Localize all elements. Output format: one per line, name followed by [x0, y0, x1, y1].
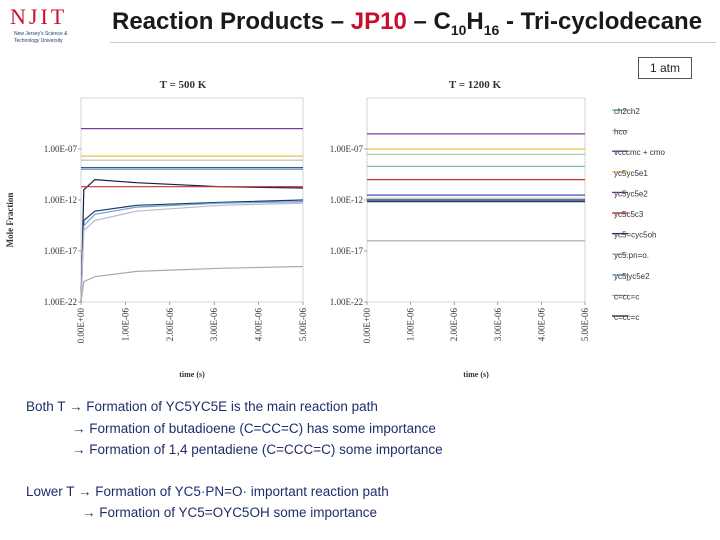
logo-tagline-2: Technology University [14, 38, 63, 44]
x-tick-label: 5.00E-06 [580, 308, 590, 342]
panel-title: T = 1200 K [449, 79, 502, 91]
y-axis-label: Mole Fraction [5, 193, 15, 248]
chart-figure: Mole Fraction T = 500 K 1.00E-22 1.00E-17 1.… [5, 79, 665, 379]
y-tick-label: 1.00E-22 [330, 297, 363, 307]
legend-label: c=cc=c [614, 292, 639, 301]
note-both-t: Both T [26, 399, 70, 414]
note-text: Formation of YC5=OYC5OH some importance [95, 505, 377, 520]
title-sub-hydrogen: 16 [483, 21, 500, 38]
series-line-hco [80, 202, 304, 303]
note-text: Formation of butadioene (C=CC=C) has som… [85, 420, 436, 436]
page-title: Reaction Products – JP10 – C10H16 - Tri-… [112, 8, 702, 38]
title-suffix: - Tri-cyclodecane [499, 8, 703, 35]
legend-label: yc5c5c3 [614, 210, 644, 219]
note-line-5: → Formation of YC5=OYC5OH some importanc… [26, 502, 646, 524]
note-line-2: → Formation of butadioene (C=CC=C) has s… [26, 418, 646, 440]
series-line-yc5cyc5oh [80, 199, 304, 303]
arrow-icon: → [72, 442, 86, 457]
title-fuel: JP10 [350, 8, 407, 35]
note-line-1: Both T → Formation of YC5YC5E is the mai… [26, 396, 646, 418]
note-text: Formation of 1,4 pentadiene (C=CCC=C) so… [85, 442, 443, 457]
legend-label: yc5yc5e2 [614, 189, 648, 198]
title-h: H [466, 8, 484, 35]
note-text: Formation of YC5·PN=O· important reactio… [91, 483, 389, 499]
x-tick-label: 1.00E-06 [406, 308, 416, 342]
note-line-4: Lower T → Formation of YC5·PN=O· importa… [26, 481, 646, 503]
note-lower-t: Lower T [26, 483, 79, 499]
y-tick-label: 1.00E-22 [44, 297, 77, 307]
arrow-icon: → [78, 483, 92, 499]
legend-label: vcccmc + cmo [614, 148, 665, 157]
pressure-label: 1 atm [638, 57, 692, 79]
legend-label: c=cc=c [614, 313, 639, 322]
legend-label: yc5jyc5e2 [614, 272, 650, 281]
series-line-cceec [80, 265, 304, 303]
legend-label: yc5.pn=o. [614, 251, 649, 260]
panel-title: T = 500 K [160, 79, 207, 91]
x-tick-label: 4.00E-06 [254, 308, 264, 342]
series-line-ccc [80, 178, 304, 303]
legend-label: ch2ch2 [614, 107, 640, 116]
arrow-icon: → [69, 399, 83, 414]
njit-logo: NJIT New Jersey's Science & Technology U… [4, 4, 100, 48]
x-tick-label: 3.00E-06 [493, 308, 503, 342]
x-tick-label: 3.00E-06 [209, 308, 219, 342]
title-divider [110, 42, 716, 43]
note-text: Formation of YC5YC5E is the main reactio… [82, 399, 378, 414]
x-tick-label: 4.00E-06 [536, 308, 546, 342]
x-tick-label: 5.00E-06 [298, 308, 308, 342]
logo-mark: NJIT [10, 4, 68, 29]
x-axis-label: time (s) [179, 370, 205, 379]
title-mid: – C [406, 8, 451, 35]
y-tick-label: 1.00E-12 [330, 195, 363, 205]
legend-label: hco [614, 128, 627, 137]
x-tick-label: 2.00E-06 [165, 308, 175, 342]
y-tick-label: 1.00E-07 [330, 144, 364, 154]
x-tick-label: 1.00E-06 [120, 308, 130, 342]
arrow-icon: → [82, 505, 96, 520]
title-sub-carbon: 10 [450, 21, 467, 38]
logo-tagline-1: New Jersey's Science & [14, 31, 68, 37]
title-prefix: Reaction Products – [112, 8, 351, 35]
y-tick-label: 1.00E-17 [330, 246, 364, 256]
x-axis-label: time (s) [463, 370, 489, 379]
x-tick-label: 2.00E-06 [449, 308, 459, 342]
legend-label: yc5yc5e1 [614, 169, 648, 178]
x-tick-label: 0.00E+00 [76, 308, 86, 344]
note-line-3: → Formation of 1,4 pentadiene (C=CCC=C) … [26, 439, 646, 461]
legend-label: yc5=cyc5oh [614, 231, 656, 240]
y-tick-label: 1.00E-07 [44, 144, 78, 154]
notes-block: Both T → Formation of YC5YC5E is the mai… [26, 396, 646, 524]
x-tick-label: 0.00E+00 [362, 308, 372, 344]
y-tick-label: 1.00E-12 [44, 195, 77, 205]
y-tick-label: 1.00E-17 [44, 246, 78, 256]
arrow-icon: → [72, 420, 86, 436]
